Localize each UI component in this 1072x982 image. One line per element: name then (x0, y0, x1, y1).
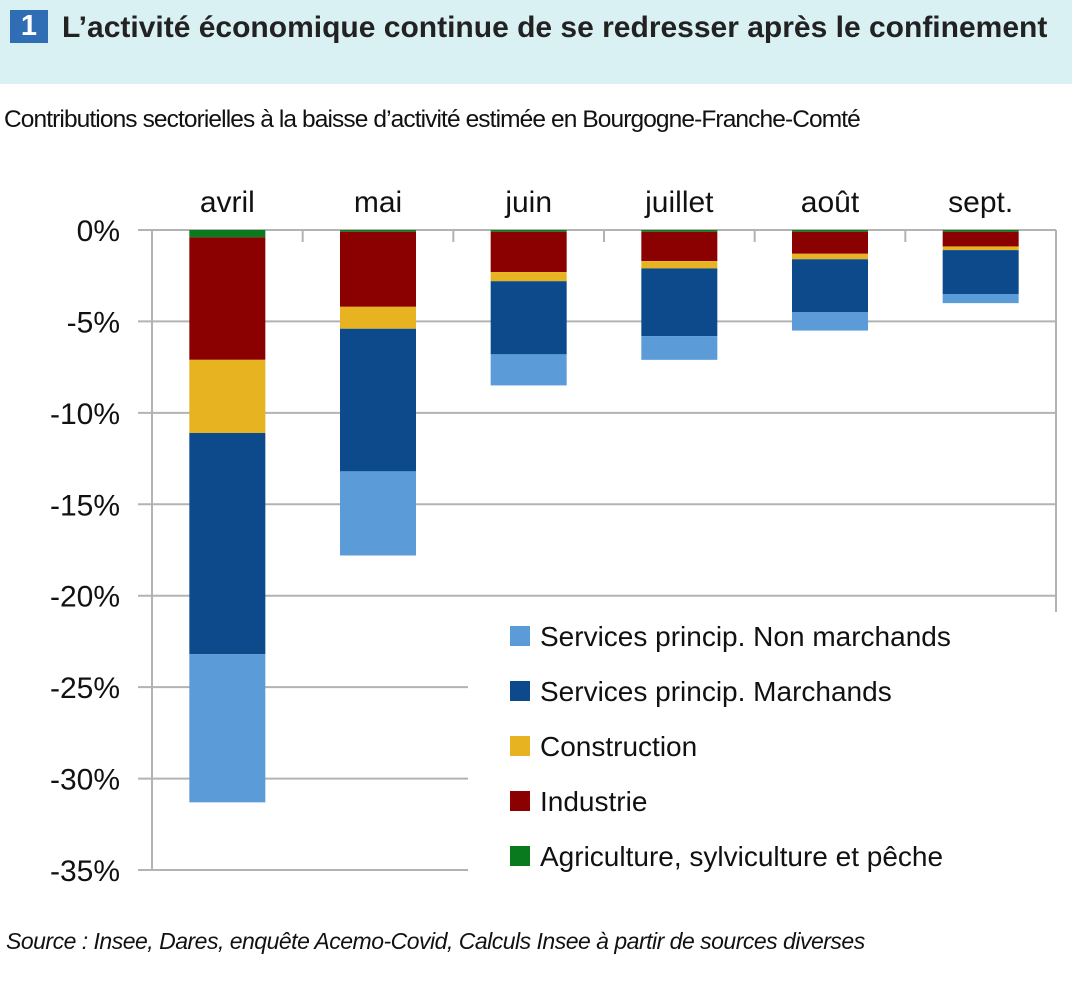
figure-number-badge: 1 (10, 10, 48, 43)
y-tick-label: -25% (50, 672, 120, 705)
y-tick-labels: 0% -5% -10% -15% -20% -25% -30% -35% (50, 215, 120, 888)
bar-segment (792, 312, 868, 331)
bar-segment (942, 250, 1019, 294)
figure-subtitle: Contributions sectorielles à la baisse d… (4, 106, 861, 133)
legend-swatch (510, 736, 530, 756)
y-tick-label: -30% (50, 764, 120, 797)
title-bar: 1 L’activité économique continue de se r… (0, 0, 1072, 84)
y-tick-label: -20% (50, 581, 120, 614)
legend-background (468, 612, 1058, 882)
bar-segment (641, 268, 718, 337)
bar-segment (490, 231, 567, 273)
bar-segment (942, 294, 1019, 304)
legend-label: Services princip. Non marchands (540, 621, 951, 652)
category-label: juillet (644, 186, 714, 219)
bars (189, 230, 1019, 803)
y-tick-label: -35% (50, 855, 120, 888)
bar-segment (490, 281, 567, 355)
bar-segment (792, 230, 868, 232)
bar-segment (340, 231, 416, 307)
category-label: juin (504, 186, 552, 219)
legend-label: Construction (540, 731, 697, 762)
category-label: sept. (948, 186, 1013, 219)
bar-segment (340, 471, 416, 556)
bar-segment (490, 354, 567, 386)
bar-segment (942, 246, 1019, 251)
bar-segment (189, 359, 266, 433)
y-tick-label: 0% (77, 215, 120, 248)
bar-segment (792, 259, 868, 313)
bar-segment (189, 230, 266, 238)
bar-segment (340, 230, 416, 232)
bar-segment (641, 230, 718, 232)
legend-swatch (510, 626, 530, 646)
legend-label: Services princip. Marchands (540, 676, 892, 707)
figure-title: L’activité économique continue de se red… (62, 11, 1048, 44)
bar-segment (340, 328, 416, 472)
legend-swatch (510, 791, 530, 811)
bar-segment (792, 253, 868, 260)
legend-label: Industrie (540, 786, 647, 817)
category-label: mai (354, 186, 402, 219)
bar-segment (942, 231, 1019, 247)
category-label: avril (200, 186, 255, 219)
legend-swatch (510, 681, 530, 701)
y-tick-label: -15% (50, 489, 120, 522)
bar-segment (490, 230, 567, 232)
bar-segment (189, 237, 266, 360)
legend-label: Agriculture, sylviculture et pêche (540, 841, 943, 872)
bar-segment (490, 272, 567, 282)
source-note: Source : Insee, Dares, enquête Acemo-Cov… (6, 928, 865, 954)
legend-swatch (510, 846, 530, 866)
y-tick-label: -5% (67, 306, 120, 339)
category-labels: avril mai juin juillet août sept. (200, 186, 1013, 219)
bar-segment (792, 231, 868, 254)
category-label: août (801, 186, 860, 219)
bar-segment (189, 654, 266, 803)
stacked-bar-chart: 0% -5% -10% -15% -20% -25% -30% -35% avril mai ju… (50, 186, 1058, 888)
bar-segment (942, 230, 1019, 232)
y-tick-label: -10% (50, 398, 120, 431)
bar-segment (641, 261, 718, 269)
legend: Services princip. Non marchands Services … (468, 612, 1058, 882)
bar-segment (641, 336, 718, 360)
bar-segment (641, 231, 718, 262)
bar-segment (189, 432, 266, 655)
bar-segment (340, 306, 416, 329)
